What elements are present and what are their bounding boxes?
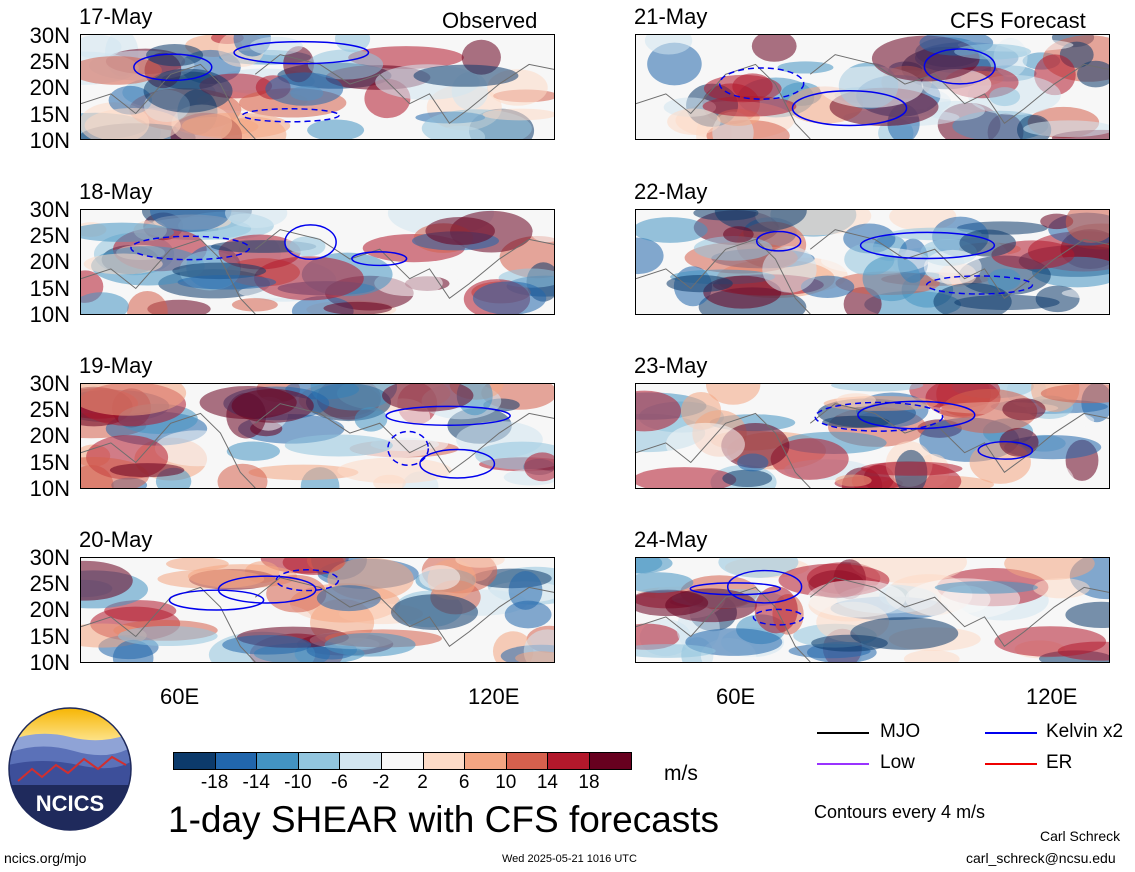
colorbar-swatch [464,752,507,770]
x-tick-label: 60E [160,684,200,709]
colorbar-swatch [256,752,299,770]
y-tick-label: 15N [29,624,70,649]
y-tick-label: 20N [29,597,70,622]
shear-map [81,558,554,662]
footer-site-link[interactable]: ncics.org/mjo [4,850,87,866]
footer-email[interactable]: carl_schreck@ncsu.edu [966,850,1116,866]
figure-title: 1-day SHEAR with CFS forecasts [168,799,720,840]
y-tick-label: 15N [29,276,70,301]
legend-label-low: Low [880,752,915,773]
colorbar-swatch [505,752,549,770]
colorbar-swatch [422,752,466,770]
map-panel [635,34,1110,140]
y-tick-label: 25N [29,223,70,248]
shear-map [81,210,554,314]
y-tick-label: 25N [29,397,70,422]
panel-source-tag: CFS Forecast [950,8,1086,33]
y-tick-label: 30N [29,197,70,222]
map-panel [635,383,1110,489]
panel-date-label: 22-May [634,179,708,204]
colorbar-tick-label: -14 [242,772,270,793]
panel-date-label: 17-May [79,4,153,29]
panel-date-label: 24-May [634,527,708,552]
colorbar-tick-label: -6 [330,772,348,793]
legend-label-er: ER [1046,752,1073,773]
y-tick-label: 20N [29,423,70,448]
colorbar-swatch [589,752,632,770]
colorbar-swatch [547,752,590,770]
y-tick-label: 10N [29,128,70,153]
footer-timestamp: Wed 2025-05-21 1016 UTC [502,853,637,865]
y-tick-label: 25N [29,49,70,74]
colorbar-tick-label: 10 [495,772,517,793]
map-panel [80,209,555,315]
legend-line-low [817,763,869,765]
x-tick-label: 60E [716,684,756,709]
y-tick-label: 15N [29,450,70,475]
panel-date-label: 23-May [634,353,708,378]
x-tick-label: 120E [1026,684,1078,709]
y-tick-label: 10N [29,650,70,675]
legend-label-mjo: MJO [880,721,921,742]
shear-map [636,558,1109,662]
colorbar-swatch [381,752,424,770]
y-tick-label: 10N [29,476,70,501]
y-tick-label: 10N [29,302,70,327]
colorbar-tick-label: 14 [536,772,558,793]
colorbar-tick-label: 2 [417,772,428,793]
colorbar-swatch [173,752,216,770]
shear-map [636,384,1109,488]
colorbar-tick-label: -18 [200,772,229,793]
shear-map [636,210,1109,314]
y-tick-label: 20N [29,249,70,274]
shear-map [636,35,1109,139]
y-tick-label: 25N [29,571,70,596]
legend-line-er [985,763,1037,765]
x-tick-label: 120E [468,684,520,709]
y-tick-label: 20N [29,75,70,100]
panel-source-tag: Observed [442,8,538,33]
colorbar-tick-label: -2 [372,772,390,793]
map-panel [80,557,555,663]
legend-line-kelvin [985,732,1037,734]
y-tick-label: 15N [29,102,70,127]
colorbar-tick-label: -10 [284,772,312,793]
colorbar-tick-label: 6 [458,772,470,793]
panel-date-label: 21-May [634,4,708,29]
map-panel [635,557,1110,663]
logo-text: NCICS [36,791,104,816]
contour-interval-note: Contours every 4 m/s [814,802,986,822]
shear-map [81,35,554,139]
panel-date-label: 19-May [79,353,153,378]
colorbar-swatch [214,752,258,770]
colorbar-tick-label: 18 [578,772,600,793]
legend-label-kelvin: Kelvin x2 [1046,721,1124,742]
colorbar-swatch [297,752,341,770]
map-panel [80,34,555,140]
panel-date-label: 20-May [79,527,153,552]
map-panel [635,209,1110,315]
panel-date-label: 18-May [79,179,153,204]
footer-author: Carl Schreck [1040,828,1121,844]
y-tick-label: 30N [29,371,70,396]
colorbar-swatch [339,752,382,770]
y-tick-label: 30N [29,545,70,570]
map-panel [80,383,555,489]
shear-map [81,384,554,488]
legend-line-mjo [817,732,869,734]
y-tick-label: 30N [29,23,70,48]
colorbar-unit-label: m/s [664,762,698,785]
ncics-logo: NCICS [8,707,132,831]
